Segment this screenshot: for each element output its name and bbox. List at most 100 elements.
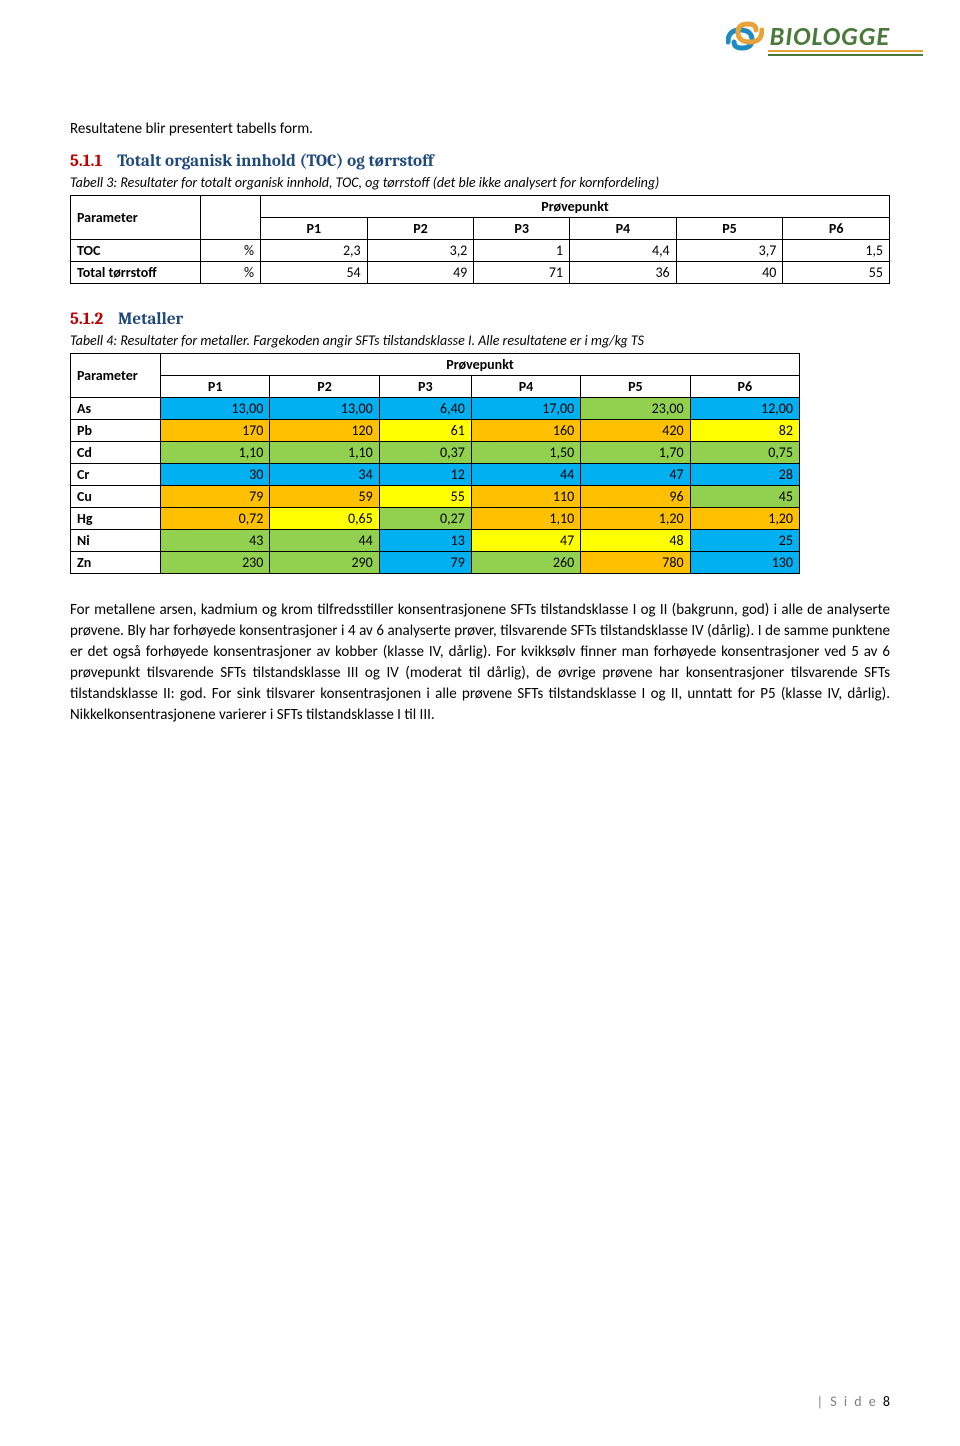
table-cell: 23,00 <box>581 398 690 420</box>
table-row: Zn23029079260780130 <box>71 552 800 574</box>
row-unit: % <box>201 262 261 284</box>
logo-underline <box>768 50 923 56</box>
section-heading-5-1-2: 5.1.2 Metaller <box>70 310 890 329</box>
table-cell: 40 <box>676 262 783 284</box>
table-cell: 1,50 <box>471 442 580 464</box>
row-label: Cr <box>71 464 161 486</box>
table-cell: 3,2 <box>367 240 474 262</box>
table-cell: 290 <box>270 552 379 574</box>
table-cell: 47 <box>581 464 690 486</box>
table-cell: 59 <box>270 486 379 508</box>
table-col-header: P1 <box>261 218 368 240</box>
table-cell: 44 <box>270 530 379 552</box>
table-cell: 13 <box>379 530 471 552</box>
table-col-header: P2 <box>270 376 379 398</box>
table-col-header: P2 <box>367 218 474 240</box>
logo-swirl-icon <box>726 20 764 52</box>
table-row: Cu7959551109645 <box>71 486 800 508</box>
table-col-header: P4 <box>570 218 677 240</box>
table-cell: 47 <box>471 530 580 552</box>
table-row: Cr303412444728 <box>71 464 800 486</box>
table-cell: 1,70 <box>581 442 690 464</box>
table-cell: 1 <box>474 240 570 262</box>
table-cell: 160 <box>471 420 580 442</box>
table-row: As13,0013,006,4017,0023,0012,00 <box>71 398 800 420</box>
table-col-header: P1 <box>161 376 270 398</box>
table-cell: 13,00 <box>161 398 270 420</box>
table-cell: 43 <box>161 530 270 552</box>
table-cell: 25 <box>690 530 799 552</box>
section-number: 5.1.1 <box>70 152 102 171</box>
table-header-unit-blank <box>201 196 261 240</box>
table-row: TOC%2,33,214,43,71,5 <box>71 240 890 262</box>
table-col-header: P3 <box>474 218 570 240</box>
table-3-toc: Parameter Prøvepunkt P1P2P3P4P5P6 TOC%2,… <box>70 195 890 284</box>
row-label: Hg <box>71 508 161 530</box>
table-cell: 1,20 <box>690 508 799 530</box>
table-cell: 110 <box>471 486 580 508</box>
table-cell: 44 <box>471 464 580 486</box>
table-row: Cd1,101,100,371,501,700,75 <box>71 442 800 464</box>
table-row: Total tørrstoff%544971364055 <box>71 262 890 284</box>
page-footer: | S i d e 8 <box>817 1393 890 1410</box>
table-cell: 170 <box>161 420 270 442</box>
table-cell: 79 <box>379 552 471 574</box>
table-row: Ni434413474825 <box>71 530 800 552</box>
table-cell: 48 <box>581 530 690 552</box>
table-col-header: P6 <box>783 218 890 240</box>
row-label: As <box>71 398 161 420</box>
page-content: Resultatene blir presentert tabells form… <box>70 120 890 726</box>
row-label: Cd <box>71 442 161 464</box>
table-col-header: P5 <box>676 218 783 240</box>
table-cell: 13,00 <box>270 398 379 420</box>
table-cell: 230 <box>161 552 270 574</box>
table-cell: 55 <box>379 486 471 508</box>
table-cell: 17,00 <box>471 398 580 420</box>
table-cell: 1,20 <box>581 508 690 530</box>
table-cell: 0,65 <box>270 508 379 530</box>
table-cell: 260 <box>471 552 580 574</box>
footer-label: | S i d e <box>817 1393 878 1410</box>
table-cell: 82 <box>690 420 799 442</box>
section-title: Totalt organisk innhold (TOC) og tørrsto… <box>117 152 433 171</box>
table-cell: 1,10 <box>161 442 270 464</box>
row-label: TOC <box>71 240 201 262</box>
footer-page-number: 8 <box>883 1393 890 1410</box>
table-header-parameter: Parameter <box>71 196 201 240</box>
table-cell: 420 <box>581 420 690 442</box>
table-cell: 55 <box>783 262 890 284</box>
table-cell: 1,10 <box>270 442 379 464</box>
table-cell: 0,75 <box>690 442 799 464</box>
table-header-provepunkt: Prøvepunkt <box>261 196 890 218</box>
table-col-header: P3 <box>379 376 471 398</box>
section-heading-5-1-1: 5.1.1 Totalt organisk innhold (TOC) og t… <box>70 152 890 171</box>
logo-text: BIOLOGGE <box>770 20 890 52</box>
table-col-header: P6 <box>690 376 799 398</box>
table-col-header: P5 <box>581 376 690 398</box>
table-cell: 6,40 <box>379 398 471 420</box>
table-cell: 0,37 <box>379 442 471 464</box>
table-cell: 61 <box>379 420 471 442</box>
table-cell: 4,4 <box>570 240 677 262</box>
table-4-metaller: Parameter Prøvepunkt P1P2P3P4P5P6 As13,0… <box>70 353 800 574</box>
table-cell: 30 <box>161 464 270 486</box>
section-title: Metaller <box>118 310 183 329</box>
table-cell: 0,27 <box>379 508 471 530</box>
table-cell: 1,10 <box>471 508 580 530</box>
table-cell: 1,5 <box>783 240 890 262</box>
table-3-caption: Tabell 3: Resultater for totalt organisk… <box>70 174 890 191</box>
row-label: Total tørrstoff <box>71 262 201 284</box>
table-cell: 36 <box>570 262 677 284</box>
section-number: 5.1.2 <box>70 310 103 329</box>
results-paragraph: For metallene arsen, kadmium og krom til… <box>70 600 890 726</box>
table-cell: 79 <box>161 486 270 508</box>
table-row: Pb1701206116042082 <box>71 420 800 442</box>
table-cell: 34 <box>270 464 379 486</box>
table-row: Hg0,720,650,271,101,201,20 <box>71 508 800 530</box>
table-cell: 54 <box>261 262 368 284</box>
brand-logo: BIOLOGGE <box>726 20 890 52</box>
table-header-provepunkt: Prøvepunkt <box>161 354 800 376</box>
table-cell: 120 <box>270 420 379 442</box>
row-label: Pb <box>71 420 161 442</box>
table-col-header: P4 <box>471 376 580 398</box>
